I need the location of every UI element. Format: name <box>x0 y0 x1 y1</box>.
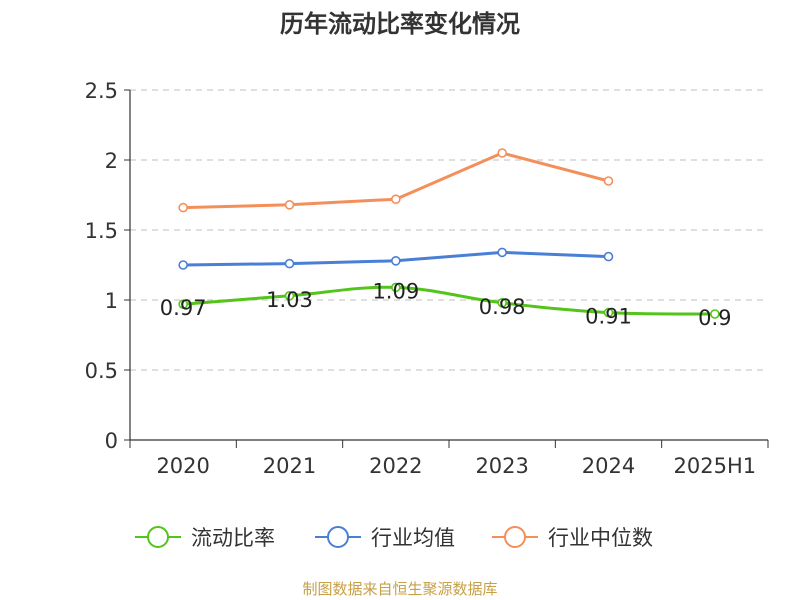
y-tick-label: 2.5 <box>85 79 118 103</box>
series-lines <box>178 148 720 319</box>
legend-marker-current-ratio <box>135 526 181 548</box>
legend-item-industry-average[interactable]: 行业均值 <box>313 522 455 552</box>
x-tick-label: 2021 <box>263 454 316 478</box>
y-tick-label: 1.5 <box>85 219 118 243</box>
legend-label-current-ratio: 流动比率 <box>191 526 275 550</box>
grid-lines <box>130 89 768 371</box>
data-point[interactable] <box>497 148 507 158</box>
data-point[interactable] <box>284 258 295 269</box>
data-point[interactable] <box>284 290 295 301</box>
data-labels: 0.97 1.03 1.09 0.98 0.91 0.9 <box>160 279 732 330</box>
y-tick-label: 0 <box>105 429 118 453</box>
data-point[interactable] <box>391 282 401 293</box>
data-label: 1.03 <box>266 288 313 312</box>
source-note: 制图数据来自恒生聚源数据库 <box>302 580 498 598</box>
data-point[interactable] <box>497 247 507 258</box>
y-tick-label: 1 <box>105 289 118 313</box>
data-label: 0.97 <box>160 296 207 320</box>
legend-item-industry-median[interactable]: 行业中位数 <box>490 522 653 552</box>
legend-marker-industry-average <box>315 526 361 548</box>
data-point[interactable] <box>284 200 295 210</box>
y-tick-label: 2 <box>105 149 118 173</box>
legend-label-industry-median: 行业中位数 <box>548 526 653 550</box>
x-tick-label: 2025H1 <box>674 454 757 478</box>
x-tick-label: 2022 <box>369 454 422 478</box>
legend-marker-industry-median <box>492 526 538 548</box>
x-tick-label: 2020 <box>156 454 209 478</box>
data-point[interactable] <box>178 260 188 270</box>
x-tick-label: 2024 <box>582 454 635 478</box>
data-point[interactable] <box>497 297 507 308</box>
data-point[interactable] <box>603 251 614 262</box>
series-line-0 <box>181 285 717 316</box>
axes: 0 0.5 1 1.5 2 2.5 2020 2021 2022 2023 2024 2025H1 <box>85 79 769 478</box>
data-point[interactable] <box>603 176 614 186</box>
data-label: 0.98 <box>479 295 526 319</box>
chart-title: 历年流动比率变化情况 <box>280 10 520 38</box>
data-point[interactable] <box>391 194 401 204</box>
data-point[interactable] <box>178 202 188 213</box>
legend-item-current-ratio[interactable]: 流动比率 <box>133 522 275 552</box>
legend-label-industry-average: 行业均值 <box>371 526 455 550</box>
legend: 流动比率 行业均值 行业中位数 <box>0 522 800 552</box>
data-point[interactable] <box>603 307 614 318</box>
data-point[interactable] <box>391 255 401 266</box>
data-point[interactable] <box>178 299 188 310</box>
data-point[interactable] <box>710 309 720 319</box>
data-label: 0.9 <box>698 306 731 330</box>
data-label: 0.91 <box>585 305 632 329</box>
y-tick-label: 0.5 <box>85 359 118 383</box>
data-label: 1.09 <box>372 279 419 303</box>
x-tick-label: 2023 <box>475 454 528 478</box>
